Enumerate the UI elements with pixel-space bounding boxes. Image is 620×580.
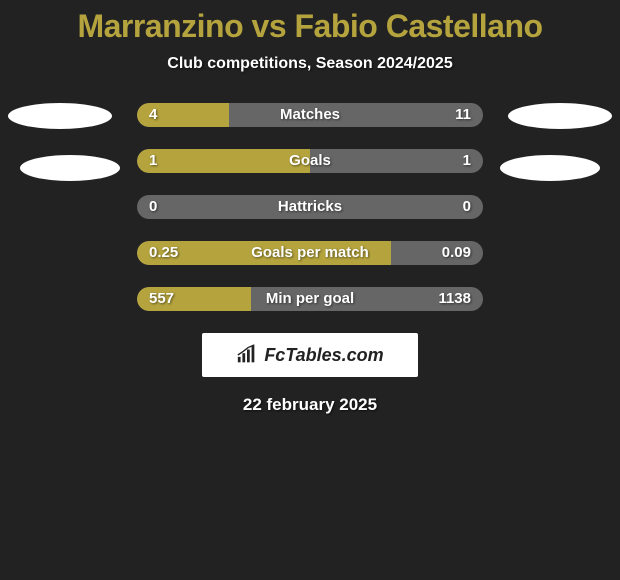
bar-chart-icon <box>236 344 258 366</box>
page-subtitle: Club competitions, Season 2024/2025 <box>0 55 620 73</box>
stat-label: Goals per match <box>137 241 483 265</box>
stat-right-value: 1138 <box>438 287 471 311</box>
stat-bars: 4Matches11 1Goals1 0Hattricks0 0.25Goals pe… <box>137 103 483 311</box>
date-line: 22 february 2025 <box>0 395 620 415</box>
stat-row: 0.25Goals per match0.09 <box>137 241 483 265</box>
stat-label: Hattricks <box>137 195 483 219</box>
player-left-blob-2 <box>20 155 120 181</box>
stat-row: 4Matches11 <box>137 103 483 127</box>
page-title: Marranzino vs Fabio Castellano <box>0 0 620 45</box>
stat-label: Matches <box>137 103 483 127</box>
stat-row: 557Min per goal1138 <box>137 287 483 311</box>
stats-area: 4Matches11 1Goals1 0Hattricks0 0.25Goals pe… <box>0 103 620 311</box>
stat-row: 1Goals1 <box>137 149 483 173</box>
stat-right-value: 1 <box>463 149 471 173</box>
comparison-infographic: Marranzino vs Fabio Castellano Club comp… <box>0 0 620 580</box>
player-left-blob-1 <box>8 103 112 129</box>
brand-text: FcTables.com <box>264 345 383 366</box>
stat-row: 0Hattricks0 <box>137 195 483 219</box>
stat-right-value: 0.09 <box>442 241 471 265</box>
stat-label: Min per goal <box>137 287 483 311</box>
brand-box: FcTables.com <box>202 333 418 377</box>
stat-right-value: 0 <box>463 195 471 219</box>
stat-label: Goals <box>137 149 483 173</box>
player-right-blob-2 <box>500 155 600 181</box>
player-right-blob-1 <box>508 103 612 129</box>
stat-right-value: 11 <box>455 103 471 127</box>
